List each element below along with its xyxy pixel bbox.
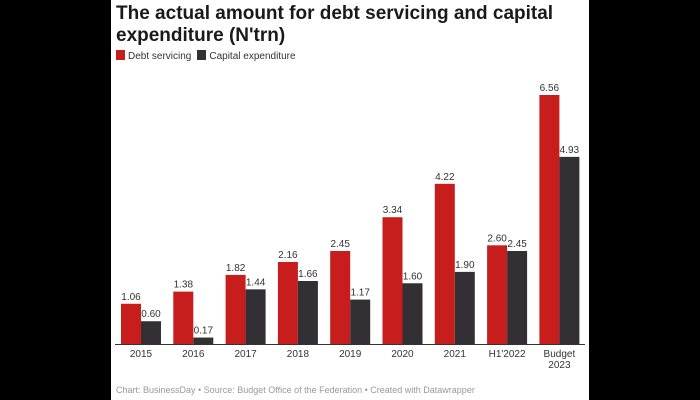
- data-label: 3.34: [383, 205, 403, 216]
- x-tick-label: 2016: [182, 349, 205, 360]
- x-tick-label: 2023: [548, 360, 571, 371]
- bar-capex: [193, 337, 214, 344]
- bar-capex: [297, 280, 318, 344]
- legend-item-debt: Debt servicing: [116, 50, 191, 62]
- x-tick-label: 2019: [339, 349, 362, 360]
- bar-debt: [277, 262, 298, 344]
- legend-label-debt: Debt servicing: [128, 51, 192, 62]
- legend-label-capex: Capital expenditure: [209, 51, 296, 62]
- bar-debt: [173, 291, 194, 344]
- chart-footer: Chart: BusinessDay • Source: Budget Offi…: [116, 385, 475, 395]
- bar-capex: [559, 156, 580, 344]
- x-tick-label: 2020: [391, 349, 414, 360]
- data-label: 1.60: [403, 271, 423, 282]
- data-label: 1.17: [350, 288, 370, 299]
- data-label: 1.38: [174, 280, 194, 291]
- data-label: 1.06: [121, 292, 141, 303]
- legend-item-capex: Capital expenditure: [197, 50, 296, 62]
- data-label: 1.44: [246, 277, 266, 288]
- legend-swatch-debt: [116, 50, 125, 60]
- data-label: 6.56: [540, 83, 560, 94]
- chart-title: The actual amount for debt servicing and…: [116, 3, 554, 46]
- bar-debt: [539, 95, 560, 344]
- data-label: 4.22: [435, 172, 455, 183]
- bar-debt: [330, 251, 351, 344]
- bar-capex: [507, 251, 528, 344]
- x-tick-label: 2017: [234, 349, 257, 360]
- bar-debt: [382, 217, 403, 344]
- data-label: 1.90: [455, 260, 475, 271]
- bar-debt: [225, 274, 246, 344]
- bar-debt: [434, 183, 455, 344]
- data-label: 2.45: [330, 239, 350, 250]
- x-tick-label: Budget: [544, 349, 576, 360]
- data-label: 2.60: [487, 233, 507, 244]
- x-tick-label: 2015: [130, 349, 153, 360]
- bar-debt: [121, 303, 141, 344]
- x-tick-label: 2018: [287, 349, 310, 360]
- data-label: 4.93: [560, 145, 580, 156]
- x-tick-label: H1'2022: [489, 349, 526, 360]
- x-tick-label: 2021: [444, 349, 467, 360]
- data-label: 2.45: [507, 239, 527, 250]
- bar-capex: [402, 283, 423, 344]
- bar-capex: [454, 271, 475, 344]
- legend: Debt servicing Capital expenditure: [116, 50, 296, 62]
- bar-capex: [245, 289, 266, 344]
- bar-debt: [487, 245, 508, 344]
- data-label: 1.66: [298, 269, 318, 280]
- data-label: 1.82: [226, 263, 246, 274]
- data-label: 0.17: [194, 326, 214, 337]
- bar-capex: [350, 299, 371, 344]
- bar-capex: [141, 321, 161, 344]
- legend-swatch-capex: [197, 50, 207, 60]
- data-label: 0.60: [141, 309, 161, 320]
- data-label: 2.16: [278, 250, 298, 261]
